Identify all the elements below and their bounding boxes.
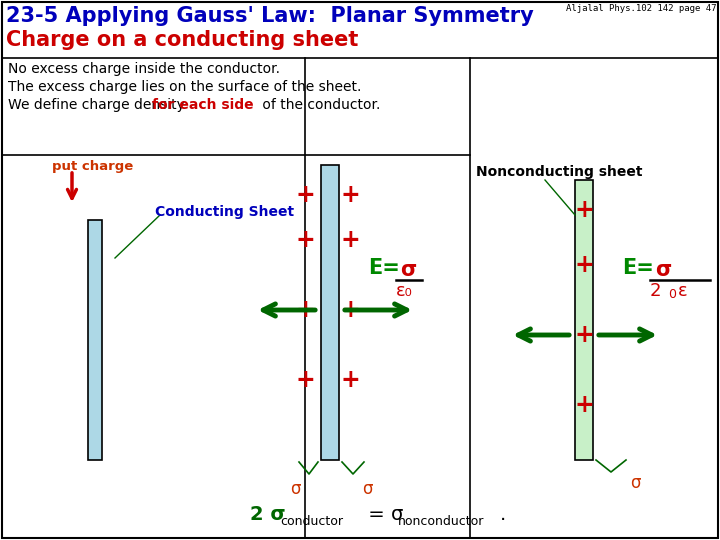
- Text: .: .: [500, 505, 506, 524]
- Text: 2: 2: [650, 282, 662, 300]
- Text: Charge on a conducting sheet: Charge on a conducting sheet: [6, 30, 359, 50]
- Text: +: +: [295, 368, 315, 392]
- Text: ε₀: ε₀: [396, 282, 413, 300]
- Text: σ: σ: [289, 480, 300, 498]
- Text: Nonconducting sheet: Nonconducting sheet: [476, 165, 642, 179]
- Text: +: +: [295, 298, 315, 322]
- Text: +: +: [574, 253, 594, 277]
- Text: σ: σ: [400, 260, 416, 280]
- Bar: [575, 180, 593, 460]
- Text: We define charge density: We define charge density: [8, 98, 189, 112]
- Text: No excess charge inside the conductor.: No excess charge inside the conductor.: [8, 62, 280, 76]
- Bar: [321, 165, 339, 460]
- Text: 2 σ: 2 σ: [250, 505, 286, 524]
- Text: for each side: for each side: [152, 98, 253, 112]
- Text: +: +: [574, 323, 594, 347]
- Text: σ: σ: [655, 260, 671, 280]
- Text: σ: σ: [361, 480, 372, 498]
- Text: +: +: [340, 183, 360, 207]
- Text: +: +: [295, 228, 315, 252]
- Text: +: +: [574, 393, 594, 417]
- Text: +: +: [340, 228, 360, 252]
- Bar: [88, 220, 102, 460]
- Text: E=: E=: [622, 258, 654, 278]
- Text: +: +: [574, 198, 594, 222]
- Text: ε: ε: [678, 282, 688, 300]
- Text: 0: 0: [668, 288, 676, 301]
- Text: conductor: conductor: [280, 515, 343, 528]
- Text: +: +: [340, 368, 360, 392]
- Text: +: +: [295, 183, 315, 207]
- Text: nonconductor: nonconductor: [398, 515, 485, 528]
- Text: E=: E=: [368, 258, 400, 278]
- Text: = σ: = σ: [362, 505, 403, 524]
- Text: put charge: put charge: [52, 160, 133, 173]
- Text: 23-5 Applying Gauss' Law:  Planar Symmetry: 23-5 Applying Gauss' Law: Planar Symmetr…: [6, 6, 534, 26]
- Text: The excess charge lies on the surface of the sheet.: The excess charge lies on the surface of…: [8, 80, 361, 94]
- Text: +: +: [340, 298, 360, 322]
- Text: of the conductor.: of the conductor.: [258, 98, 380, 112]
- Text: Aljalal Phys.102 142 page 47: Aljalal Phys.102 142 page 47: [565, 4, 716, 13]
- Text: σ: σ: [630, 474, 640, 492]
- Text: Conducting Sheet: Conducting Sheet: [155, 205, 294, 219]
